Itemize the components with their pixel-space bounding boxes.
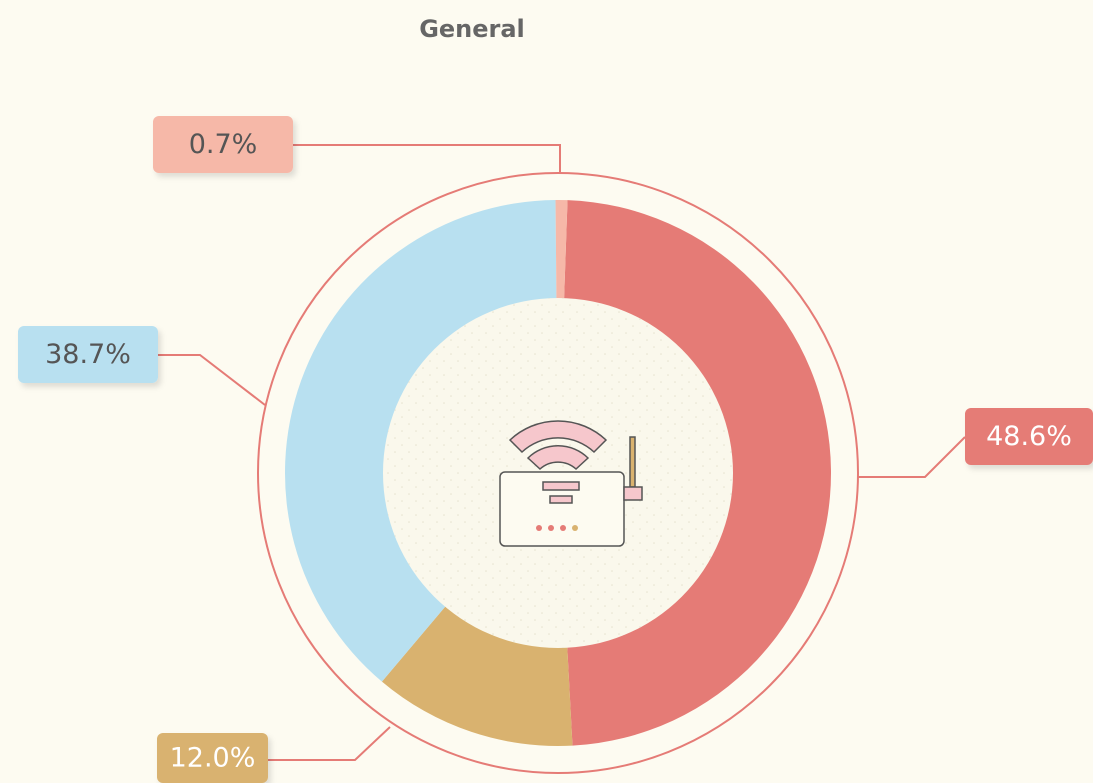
data-label: 0.7%	[189, 129, 258, 160]
router-icon	[499, 420, 643, 547]
chart-title: General	[419, 15, 525, 43]
label-box	[153, 116, 293, 173]
leader-line	[268, 726, 391, 761]
outer-ring	[257, 172, 859, 774]
donut-slice	[381, 605, 573, 747]
data-label: 38.7%	[45, 339, 131, 370]
leader-line	[158, 354, 266, 406]
data-label: 48.6%	[986, 421, 1072, 452]
donut-slice	[555, 200, 568, 300]
leader-line	[858, 436, 966, 478]
leader-line	[293, 144, 561, 172]
label-box	[18, 326, 158, 383]
data-label: 12.0%	[170, 743, 256, 774]
label-box	[157, 733, 268, 783]
label-box	[965, 408, 1093, 465]
donut-slice	[285, 200, 557, 682]
donut-slice	[564, 200, 832, 746]
